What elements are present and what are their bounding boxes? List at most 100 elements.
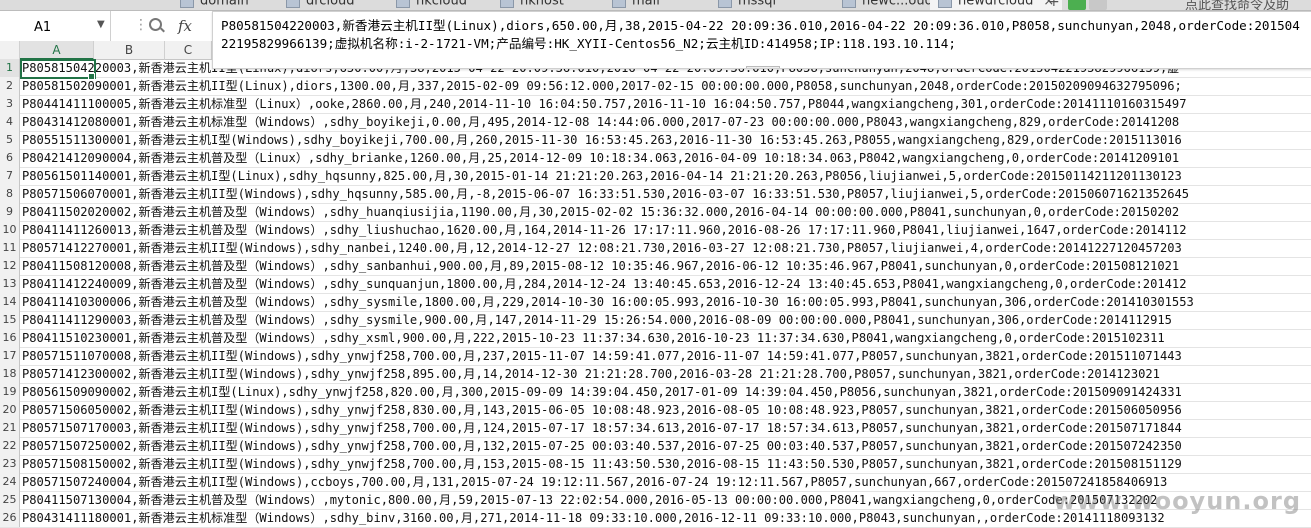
column-header-c[interactable]: C [165, 41, 212, 60]
row-header[interactable]: 19 [0, 383, 20, 401]
cell-a[interactable]: P80551511300001,新香港云主机I型(Windows),sdhy_b… [22, 133, 1182, 147]
formula-bar[interactable]: P80581504220003,新香港云主机II型(Linux),diors,6… [212, 11, 1311, 69]
table-row: 19 P80561509090002,新香港云主机I型(Linux),sdhy_y… [0, 383, 1311, 402]
row-header[interactable]: 25 [0, 491, 20, 509]
row-header[interactable]: 5 [0, 131, 20, 149]
row-header[interactable]: 16 [0, 329, 20, 347]
sheet-icon [396, 0, 410, 8]
cell-a[interactable]: P80411502020002,新香港云主机普及型（Windows）,sdhy_… [22, 205, 1180, 219]
back-icon[interactable] [1068, 0, 1086, 10]
tab-label: drcloud [306, 0, 355, 9]
select-all-corner[interactable] [0, 41, 20, 60]
cell-a[interactable]: P80411508120008,新香港云主机普及型（Windows）,sdhy_… [22, 259, 1180, 273]
cell-a[interactable]: P80571507170003,新香港云主机II型(Windows),sdhy_… [22, 421, 1182, 435]
row-header[interactable]: 13 [0, 275, 20, 293]
tab-nav [1068, 0, 1110, 10]
row-header[interactable]: 2 [0, 77, 20, 95]
tab-hkcloud[interactable]: hkcloud [396, 0, 467, 10]
row-header[interactable]: 4 [0, 113, 20, 131]
tab-drcloud[interactable]: drcloud [286, 0, 355, 10]
tab-mail[interactable]: mail [612, 0, 660, 10]
cell-a[interactable]: P80431412080001,新香港云主机标准型（Windows）,sdhy_… [22, 115, 1180, 129]
row-header[interactable]: 20 [0, 401, 20, 419]
row-header[interactable]: 14 [0, 293, 20, 311]
row-header[interactable]: 18 [0, 365, 20, 383]
cell-a[interactable]: P80571507240004,新香港云主机II型(Windows),ccboy… [22, 475, 1168, 489]
tab-newcloud[interactable]: newc...oud [842, 0, 933, 10]
cell-a[interactable]: P80411411290003,新香港云主机普及型（Windows）,sdhy_… [22, 313, 1172, 327]
cell-a[interactable]: P80411507130004,新香港云主机普及型（Windows）,myton… [22, 493, 1158, 507]
tab-mssql[interactable]: mssql [718, 0, 776, 10]
tab-label: newc...oud [862, 0, 933, 9]
cell-a[interactable]: P80411412240009,新香港云主机普及型（Windows）,sdhy_… [22, 277, 1187, 291]
cell-a[interactable]: P80561509090002,新香港云主机I型(Linux),sdhy_ynw… [22, 385, 1182, 399]
row-header[interactable]: 26 [0, 509, 20, 527]
tab-hkhost[interactable]: hkhost [500, 0, 564, 10]
row-header[interactable]: 8 [0, 185, 20, 203]
row-header[interactable]: 3 [0, 95, 20, 113]
sheet-icon [612, 0, 626, 8]
row-header[interactable]: 1 [0, 59, 20, 77]
row-header[interactable]: 24 [0, 473, 20, 491]
table-row: 25 P80411507130004,新香港云主机普及型（Windows）,myt… [0, 491, 1311, 510]
row-header[interactable]: 9 [0, 203, 20, 221]
function-icon[interactable]: fx [178, 17, 193, 35]
row-header[interactable]: 10 [0, 221, 20, 239]
row-header[interactable]: 22 [0, 437, 20, 455]
tab-label: hkhost [520, 0, 564, 9]
table-row: 4 P80431412080001,新香港云主机标准型（Windows）,sdhy… [0, 113, 1311, 132]
close-icon[interactable]: × [1043, 0, 1055, 9]
cell-a[interactable]: P80561501140001,新香港云主机I型(Linux),sdhy_hqs… [22, 169, 1182, 183]
forward-icon[interactable] [1089, 0, 1107, 10]
row-header[interactable]: 7 [0, 167, 20, 185]
cell-a[interactable]: P80571507250002,新香港云主机II型(Windows),sdhy_… [22, 439, 1182, 453]
tab-label: domain [200, 0, 249, 9]
search-icon[interactable] [149, 18, 162, 31]
new-tab-button[interactable]: + [1048, 0, 1060, 10]
tab-newdrcloud[interactable]: newdrcloud × [930, 0, 1063, 10]
row-header[interactable]: 12 [0, 257, 20, 275]
tab-label: hkcloud [416, 0, 467, 9]
name-box[interactable]: A1 ▼ [0, 11, 111, 42]
sheet-icon [286, 0, 300, 8]
cell-a[interactable]: P80411411260013,新香港云主机普及型（Windows）,sdhy_… [22, 223, 1187, 237]
table-row: 5 P80551511300001,新香港云主机I型(Windows),sdhy_… [0, 131, 1311, 150]
search-command-hint[interactable]: 点此查找命令及助 [1185, 0, 1290, 11]
row-header[interactable]: 17 [0, 347, 20, 365]
cell-a[interactable]: P80441411100005,新香港云主机标准型（Linux）,ooke,28… [22, 97, 1187, 111]
sheet-icon [180, 0, 194, 8]
cell-a[interactable]: P80431411180001,新香港云主机标准型（Windows）,sdhy_… [22, 511, 1165, 525]
table-row: 6 P80421412090004,新香港云主机普及型（Linux）,sdhy_b… [0, 149, 1311, 168]
name-box-value: A1 [34, 20, 52, 35]
row-header[interactable]: 15 [0, 311, 20, 329]
cell-a[interactable]: P80571412270001,新香港云主机II型(Windows),sdhy_… [22, 241, 1182, 255]
cell-a[interactable]: P80411410300006,新香港云主机普及型（Windows）,sdhy_… [22, 295, 1194, 309]
column-header-b[interactable]: B [94, 41, 165, 60]
cell-a[interactable]: P80411510230001,新香港云主机普及型（Windows）,sdhy_… [22, 331, 1165, 345]
column-header-a[interactable]: A [20, 41, 94, 60]
row-header[interactable]: 11 [0, 239, 20, 257]
cell-a[interactable]: P80421412090004,新香港云主机普及型（Linux）,sdhy_br… [22, 151, 1180, 165]
sheet-icon [938, 0, 952, 8]
cell-a[interactable]: P80571506070001,新香港云主机II型(Windows),sdhy_… [22, 187, 1190, 201]
row-header[interactable]: 23 [0, 455, 20, 473]
row-header[interactable]: 21 [0, 419, 20, 437]
cell-a[interactable]: P80581502090001,新香港云主机II型(Linux),diors,1… [22, 79, 1182, 93]
table-row: 21 P80571507170003,新香港云主机II型(Windows),sdh… [0, 419, 1311, 438]
row-header[interactable]: 6 [0, 149, 20, 167]
formula-buttons: ⋮ fx [112, 11, 208, 42]
tab-domain[interactable]: domain [180, 0, 249, 10]
fill-handle[interactable] [88, 73, 95, 80]
cell-a[interactable]: P80571412300002,新香港云主机II型(Windows),sdhy_… [22, 367, 1160, 381]
cell-a[interactable]: P80571508150002,新香港云主机II型(Windows),sdhy_… [22, 457, 1182, 471]
sheet-tab-strip: domain drcloud hkcloud hkhost mail mssql… [0, 0, 1311, 11]
sheet-icon [500, 0, 514, 8]
table-row: 9 P80411502020002,新香港云主机普及型（Windows）,sdhy… [0, 203, 1311, 222]
table-row: 24 P80571507240004,新香港云主机II型(Windows),ccb… [0, 473, 1311, 492]
cell-a[interactable]: P80571511070008,新香港云主机II型(Windows),sdhy_… [22, 349, 1182, 363]
formula-resize-handle[interactable] [746, 66, 780, 68]
table-row: 10 P80411411260013,新香港云主机普及型（Windows）,sdh… [0, 221, 1311, 240]
cell-a[interactable]: P80571506050002,新香港云主机II型(Windows),sdhy_… [22, 403, 1182, 417]
chevron-down-icon[interactable]: ▼ [97, 19, 105, 30]
table-row: 17 P80571511070008,新香港云主机II型(Windows),sdh… [0, 347, 1311, 366]
